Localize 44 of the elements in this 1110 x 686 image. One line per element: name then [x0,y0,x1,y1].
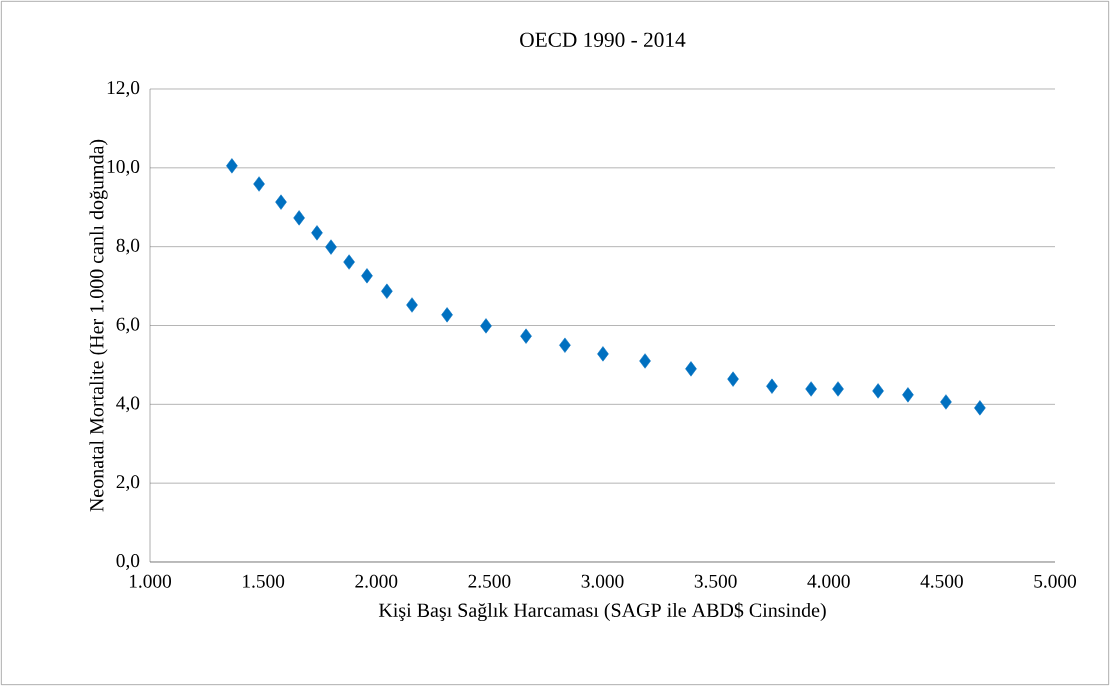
point [639,353,651,369]
y-tick-label: 0,0 [116,554,140,570]
point [872,383,884,399]
point [559,337,571,353]
point [361,268,373,284]
point [441,307,453,323]
point [311,225,323,241]
x-tick-label: 1.500 [243,574,285,588]
point [293,210,305,226]
point [253,176,265,192]
point [940,394,952,410]
x-tick-label: 2.000 [355,574,398,588]
point [406,297,418,313]
point [902,387,914,403]
y-tick-label: 10,0 [107,159,140,176]
point [480,318,492,334]
chart-title: OECD 1990 - 2014 [520,32,686,47]
point [275,194,287,210]
x-axis-title: Kişi Başı Sağlık Harcaması (SAGP ile ABD$ Cinsinde) [378,602,826,622]
x-tick-label: 1.000 [129,574,172,588]
point [832,381,844,397]
x-tick-label: 4.000 [807,574,850,588]
x-tick-label: 3.000 [581,574,624,588]
point [766,378,778,394]
y-tick-label: 2,0 [116,475,140,492]
x-tick-label: 5.000 [1034,574,1077,588]
point [325,239,337,255]
y-tick-label: 8,0 [116,238,140,255]
point [805,381,817,397]
point [727,371,739,387]
y-axis-title: Neonatal Mortalite (Her 1.000 canlı doğumda) [89,139,108,512]
point [381,283,393,299]
point [685,361,697,377]
point [597,346,609,362]
x-tick-label: 2.500 [468,574,511,588]
point [974,400,986,416]
point [343,254,355,270]
x-tick-label: 4.500 [920,574,963,588]
y-tick-label: 12,0 [107,81,140,97]
point [226,158,238,174]
y-tick-label: 6,0 [116,317,140,334]
point [520,328,532,344]
y-tick-label: 4,0 [116,396,140,413]
x-tick-label: 3.500 [694,574,737,588]
